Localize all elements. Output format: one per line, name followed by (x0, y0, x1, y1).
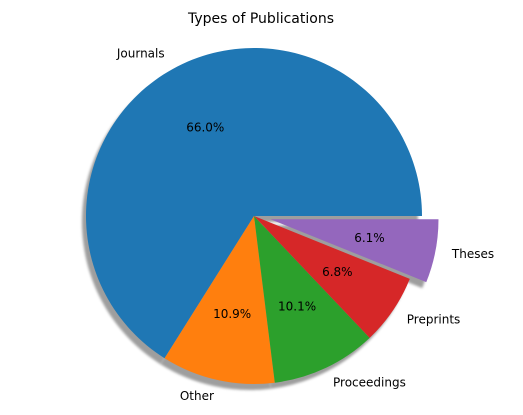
slice-percent-proceedings: 10.1% (278, 300, 316, 314)
slice-theses (270, 219, 439, 283)
chart-title: Types of Publications (187, 11, 334, 27)
slice-label-other: Other (180, 389, 214, 403)
slice-percent-journals: 66.0% (186, 120, 224, 134)
slice-label-theses: Theses (451, 247, 494, 261)
slice-journals (85, 47, 422, 359)
pie-labels: Journals 66.0% Other 10.9% Proceedings 10.1% P… (116, 47, 494, 403)
slice-label-journals: Journals (116, 47, 165, 61)
slice-label-preprints: Preprints (407, 312, 461, 326)
slice-label-proceedings: Proceedings (333, 376, 406, 390)
slice-proceedings (254, 216, 370, 383)
slice-preprints (254, 216, 410, 338)
slice-percent-preprints: 6.8% (322, 265, 353, 279)
slice-percent-theses: 6.1% (354, 231, 385, 245)
slice-other (164, 216, 275, 385)
slice-percent-other: 10.9% (213, 307, 251, 321)
pie-slices (85, 47, 439, 385)
